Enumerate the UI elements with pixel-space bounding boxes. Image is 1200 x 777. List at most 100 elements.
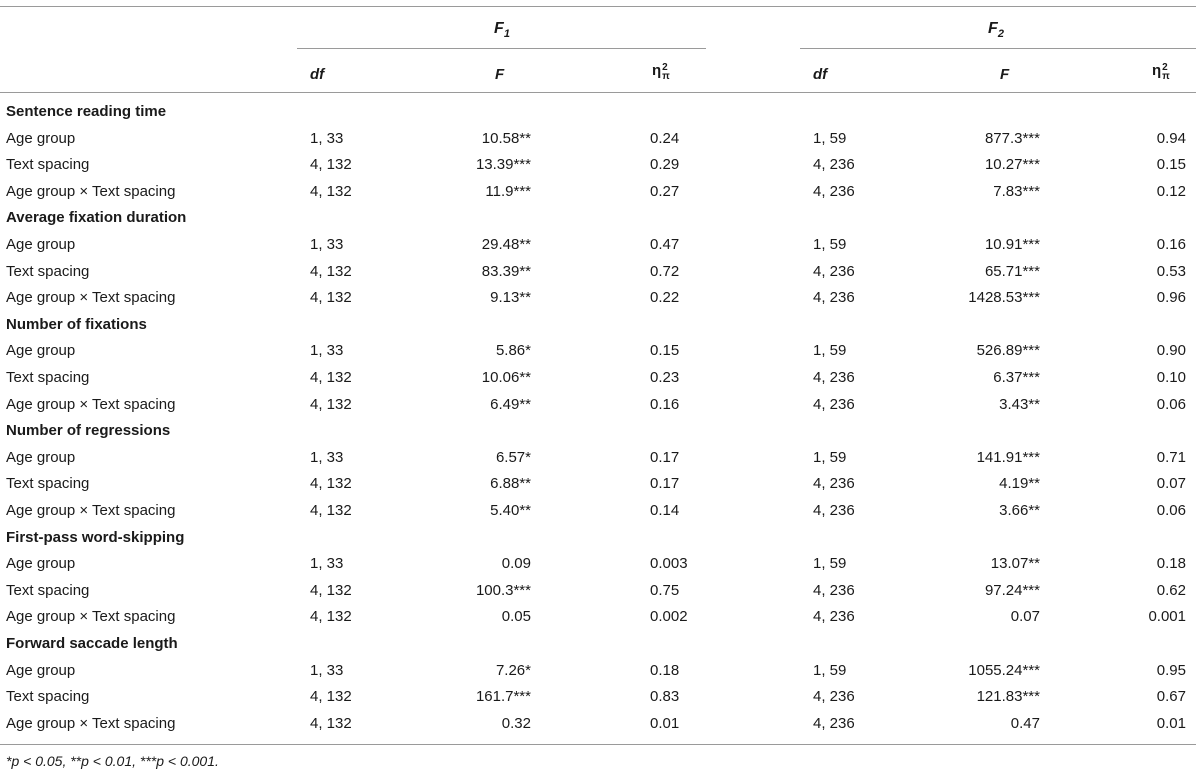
cell-eta1: 0.17 <box>650 475 680 493</box>
cell-f2: 7.83*** <box>993 182 1040 200</box>
cell-df2: 1, 59 <box>813 448 847 466</box>
cell-df1: 1, 33 <box>310 342 344 360</box>
cell-f1: 5.86* <box>495 342 531 360</box>
cell-eta2: 0.71 <box>1156 448 1186 466</box>
row-label: Age group <box>6 129 76 147</box>
cell-df2: 4, 236 <box>813 262 855 280</box>
cell-f1: 10.58** <box>481 129 531 147</box>
cell-df2: 4, 236 <box>813 608 855 626</box>
group-header-f2: F2 <box>988 20 1004 41</box>
cell-eta2: 0.95 <box>1156 661 1186 679</box>
cell-eta2: 0.01 <box>1156 714 1186 732</box>
cell-eta1: 0.16 <box>650 395 680 413</box>
row-label: Text spacing <box>6 688 90 706</box>
row-label: Text spacing <box>6 369 90 386</box>
group-header-f1: F1 <box>494 20 510 41</box>
row-label: Age group <box>6 661 76 679</box>
cell-df2: 1, 59 <box>813 342 847 360</box>
section-title: Forward saccade length <box>6 635 178 652</box>
row-label: Age group × Text spacing <box>6 395 176 413</box>
cell-eta1: 0.22 <box>650 289 680 307</box>
row-label: Age group <box>6 555 76 573</box>
cell-f2: 10.27*** <box>984 156 1040 174</box>
bottom-rule <box>0 744 1196 745</box>
cell-eta1: 0.003 <box>650 555 688 573</box>
section-title: Number of regressions <box>6 422 171 440</box>
cell-f1: 161.7*** <box>475 688 531 706</box>
cell-f1: 100.3*** <box>475 581 531 599</box>
cell-f2: 121.83*** <box>976 688 1040 706</box>
cell-eta1: 0.18 <box>650 661 680 679</box>
cell-f2: 4.19** <box>999 475 1040 493</box>
section-title: Number of fixations <box>6 315 147 333</box>
table-footnote: *p < 0.05, **p < 0.01, ***p < 0.001. <box>6 753 219 769</box>
section-title: Average fixation duration <box>6 209 187 227</box>
cell-df2: 4, 236 <box>813 182 855 200</box>
cell-f2: 1055.24*** <box>968 661 1040 679</box>
cell-df1: 4, 132 <box>310 688 352 706</box>
cell-eta2: 0.07 <box>1156 475 1186 493</box>
row-label: Age group <box>6 236 76 253</box>
cell-df2: 4, 236 <box>813 156 855 174</box>
cell-eta2: 0.67 <box>1156 688 1186 706</box>
cell-f1: 0.05 <box>501 608 531 626</box>
cell-eta1: 0.17 <box>650 448 680 466</box>
row-label: Age group <box>6 448 76 466</box>
row-label: Text spacing <box>6 581 90 599</box>
cell-eta2: 0.53 <box>1156 262 1186 280</box>
cell-f1: 11.9*** <box>485 182 531 200</box>
cell-eta2: 0.06 <box>1156 395 1186 413</box>
row-label: Age group × Text spacing <box>6 289 176 307</box>
cell-df1: 4, 132 <box>310 262 352 280</box>
cell-f1: 0.09 <box>501 555 531 573</box>
cell-eta2: 0.18 <box>1156 555 1186 573</box>
section-title: Sentence reading time <box>6 103 167 120</box>
cell-f2: 3.43** <box>999 395 1040 413</box>
cell-f1: 5.40** <box>490 502 531 519</box>
cell-f2: 1428.53*** <box>968 289 1040 307</box>
cell-eta1: 0.14 <box>650 502 680 519</box>
cell-df2: 1, 59 <box>813 555 847 573</box>
cell-f2: 10.91*** <box>984 236 1040 253</box>
row-label: Age group × Text spacing <box>6 182 176 200</box>
cell-df2: 4, 236 <box>813 475 855 493</box>
cell-df2: 4, 236 <box>813 688 855 706</box>
cell-eta2: 0.10 <box>1156 369 1186 386</box>
cell-df1: 4, 132 <box>310 581 352 599</box>
header-rule <box>0 92 1196 93</box>
cell-df1: 1, 33 <box>310 129 344 147</box>
cell-eta1: 0.75 <box>650 581 680 599</box>
cell-f2: 6.37*** <box>993 369 1040 386</box>
cell-f2: 141.91*** <box>976 448 1040 466</box>
cell-f1: 6.88** <box>490 475 531 493</box>
cell-f1: 10.06** <box>481 369 531 386</box>
cell-df1: 4, 132 <box>310 156 352 174</box>
cell-eta2: 0.94 <box>1156 129 1186 147</box>
cell-f1: 6.49** <box>490 395 531 413</box>
cell-eta1: 0.47 <box>650 236 680 253</box>
cell-eta2: 0.96 <box>1156 289 1186 307</box>
cell-f1: 0.32 <box>501 714 531 732</box>
cell-eta1: 0.29 <box>650 156 680 174</box>
cell-df2: 4, 236 <box>813 395 855 413</box>
cell-df2: 1, 59 <box>813 661 847 679</box>
cell-f2: 13.07** <box>990 555 1040 573</box>
cell-df1: 4, 132 <box>310 182 352 200</box>
cell-f1: 6.57* <box>495 448 531 466</box>
cell-f1: 13.39*** <box>475 156 531 174</box>
cell-eta2: 0.90 <box>1156 342 1186 360</box>
cell-eta1: 0.23 <box>650 369 680 386</box>
cell-df1: 4, 132 <box>310 369 352 386</box>
cell-f2: 65.71*** <box>984 262 1040 280</box>
top-rule <box>0 6 1196 7</box>
cell-f2: 3.66** <box>999 502 1040 519</box>
cell-df1: 1, 33 <box>310 448 344 466</box>
cell-f2: 0.47 <box>1010 714 1040 732</box>
cell-df1: 4, 132 <box>310 289 352 307</box>
col-header-f1: F <box>495 66 505 83</box>
cell-eta1: 0.72 <box>650 262 680 280</box>
row-label: Text spacing <box>6 156 90 174</box>
